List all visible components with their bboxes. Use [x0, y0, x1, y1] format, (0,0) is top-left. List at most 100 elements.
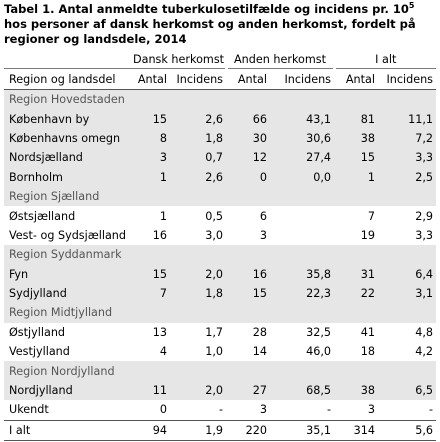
column-header-antal: Antal	[334, 68, 379, 90]
row-label: Bornholm	[4, 167, 130, 187]
row-label: Østjylland	[9, 325, 66, 339]
cell-incidens: 32,5	[306, 325, 332, 339]
region-header-row: Region Sjælland	[4, 186, 437, 207]
table-row: Sydjylland 7 1,8 15 22,3 22 3,1	[4, 283, 437, 304]
cell-incidens: 3,1	[378, 283, 437, 304]
region-header-row: Region Syddanmark	[4, 245, 437, 265]
cell-incidens: 2,0	[170, 380, 227, 401]
cell-incidens: 2,6	[170, 167, 227, 187]
cell-antal: 41	[360, 325, 376, 339]
cell-incidens	[270, 206, 334, 225]
cell-antal: 81	[334, 109, 379, 129]
column-header-incidens: Incidens	[270, 68, 335, 90]
cell-antal: 15	[130, 264, 170, 284]
row-label: København by	[4, 109, 130, 129]
cell-antal: 0	[226, 167, 271, 187]
cell-antal: 94	[130, 419, 170, 442]
column-header-incidens: Incidens	[378, 68, 437, 90]
cell-antal: 16	[226, 264, 271, 284]
region-name: Region Sjælland	[4, 186, 437, 207]
group-header-empty	[4, 50, 130, 69]
cell-incidens: 6,4	[378, 264, 437, 284]
cell-incidens: 35,8	[270, 264, 335, 284]
cell-incidens: 35,1	[270, 419, 335, 442]
cell-antal: 0	[159, 403, 167, 417]
cell-antal: 14	[252, 345, 268, 359]
cell-antal: 7	[367, 209, 376, 223]
column-header-antal: Antal	[130, 68, 170, 90]
cell-antal: 15	[130, 109, 170, 129]
cell-incidens: 6,5	[378, 380, 437, 401]
cell-antal: 15	[334, 148, 379, 168]
table-row: Vest- og Sydsjælland 16 3,0 3 19 3,3	[4, 226, 436, 245]
tb-table: Dansk herkomst Anden herkomst I alt Regi…	[4, 50, 437, 442]
cell-incidens: 2,6	[170, 109, 227, 129]
cell-incidens: 2,0	[170, 264, 227, 284]
table-row: Nordjylland 11 2,0 27 68,5 38 6,5	[4, 380, 437, 401]
cell-antal: 4	[159, 345, 167, 359]
table-row: København by 15 2,6 66 43,1 81 11,1	[4, 109, 437, 129]
cell-incidens: 3,0	[205, 228, 224, 242]
cell-incidens: 0,5	[205, 209, 224, 223]
cell-incidens: 43,1	[270, 109, 335, 129]
title-main: Tabel 1. Antal anmeldte tuberkulosetilfæ…	[4, 2, 409, 16]
cell-antal: 18	[360, 345, 376, 359]
cell-incidens: 11,1	[378, 109, 437, 129]
region-header-row: Region Nordjylland	[4, 361, 437, 381]
cell-antal: 38	[334, 128, 379, 149]
group-header-anden: Anden herkomst	[224, 50, 335, 69]
cell-incidens: 27,4	[270, 148, 335, 168]
cell-incidens: 2,5	[378, 167, 437, 187]
region-name: Region Nordjylland	[4, 361, 437, 381]
row-label: Nordsjælland	[4, 148, 130, 168]
row-label: Vestjylland	[9, 345, 70, 359]
cell-incidens: 3,3	[378, 148, 437, 168]
table-body: Region Hovedstaden København by 15 2,6 66 43,…	[4, 89, 437, 442]
cell-antal: 19	[360, 228, 376, 242]
region-header-row: Region Hovedstaden	[4, 89, 437, 110]
cell-incidens: 7,2	[378, 128, 437, 149]
cell-antal: 3	[130, 148, 170, 168]
cell-antal: 3	[367, 403, 376, 417]
row-label: I alt	[4, 419, 130, 442]
table-row: Ukendt 0 - 3 - 3 -	[4, 400, 436, 420]
row-label: Østsjælland	[9, 209, 76, 223]
cell-incidens: -	[326, 403, 332, 417]
table-row: Københavns omegn 8 1,8 30 30,6 38 7,2	[4, 128, 437, 149]
cell-antal: 7	[130, 283, 170, 304]
cell-incidens: 4,8	[415, 325, 434, 339]
cell-antal: 15	[226, 283, 271, 304]
table-row: Østsjælland 1 0,5 6 7 2,9	[4, 206, 436, 225]
table-row: Nordsjælland 3 0,7 12 27,4 15 3,3	[4, 148, 437, 168]
group-header-i-alt: I alt	[332, 50, 437, 69]
cell-antal: 1	[130, 167, 170, 187]
cell-antal: 31	[334, 264, 379, 284]
cell-incidens: 1,9	[170, 419, 227, 442]
cell-incidens: 22,3	[270, 283, 335, 304]
cell-incidens: 5,6	[378, 419, 437, 442]
table-title: Tabel 1. Antal anmeldte tuberkulosetilfæ…	[4, 2, 436, 47]
group-header-row: Dansk herkomst Anden herkomst I alt	[4, 50, 437, 69]
cell-incidens: 1,8	[170, 128, 227, 149]
table-row: Bornholm 1 2,6 0 0,0 1 2,5	[4, 167, 437, 187]
cell-incidens: -	[428, 403, 434, 417]
cell-antal: 28	[252, 325, 268, 339]
column-header-region: Region og landsdel	[4, 68, 130, 90]
region-name: Region Hovedstaden	[4, 89, 437, 110]
cell-incidens: 0,7	[170, 148, 227, 168]
cell-antal: 1	[159, 209, 167, 223]
table-row: Fyn 15 2,0 16 35,8 31 6,4	[4, 264, 437, 284]
cell-incidens	[270, 226, 334, 245]
cell-antal: 220	[226, 419, 271, 442]
cell-incidens: 30,6	[270, 128, 335, 149]
cell-antal: 12	[226, 148, 271, 168]
cell-antal: 11	[130, 380, 170, 401]
cell-incidens: 68,5	[270, 380, 335, 401]
cell-incidens: 1,7	[205, 325, 224, 339]
cell-antal: 1	[334, 167, 379, 187]
region-header-row: Region Midtjylland	[4, 303, 437, 323]
cell-antal: 314	[334, 419, 379, 442]
row-label: Københavns omegn	[4, 128, 130, 149]
cell-incidens: 0,0	[270, 167, 335, 187]
row-label: Fyn	[4, 264, 130, 284]
